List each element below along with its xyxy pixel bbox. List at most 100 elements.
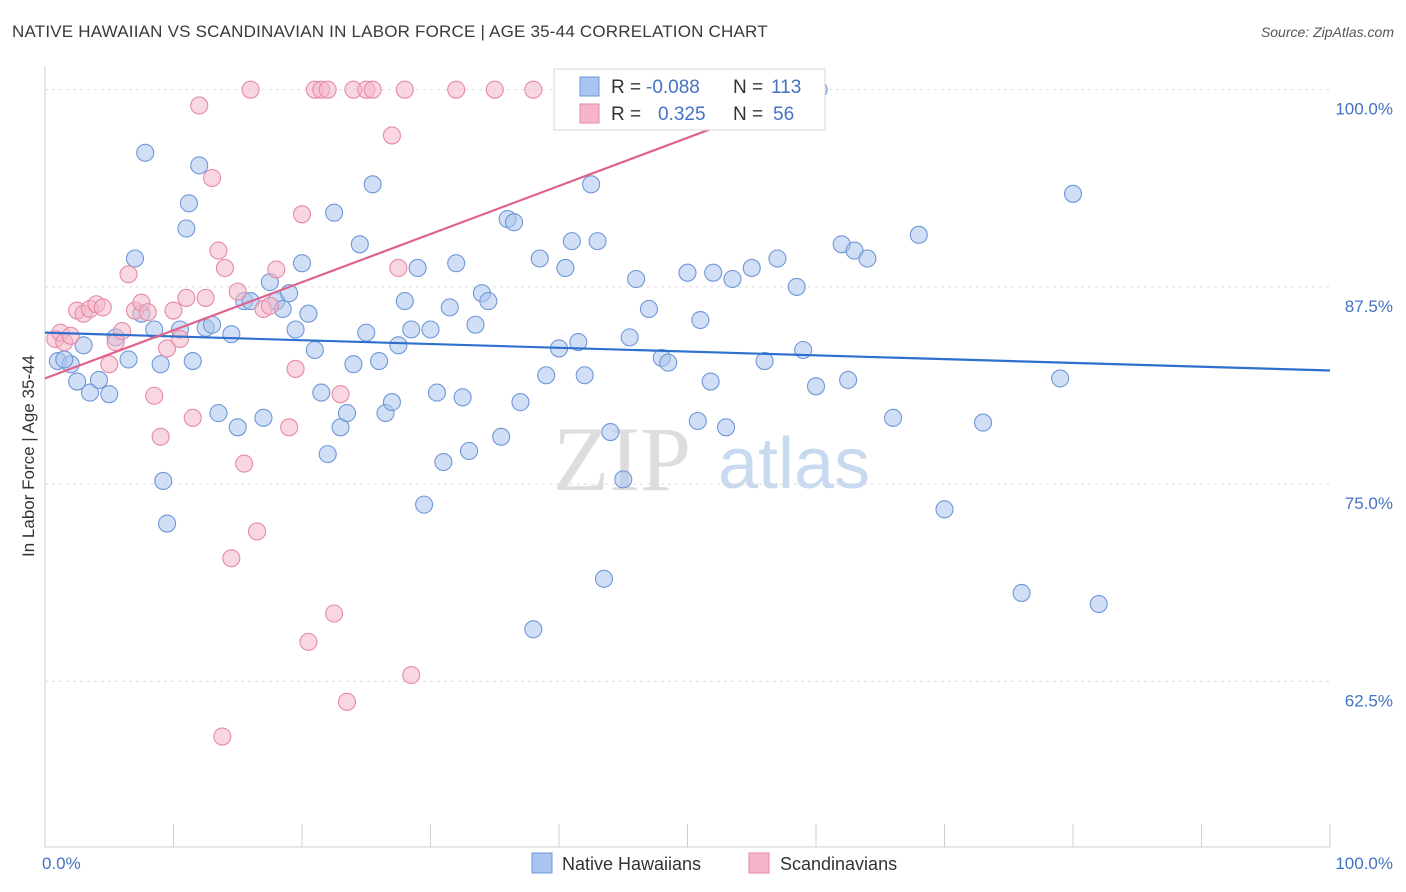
bottom-legend: Native Hawaiians Scandinavians [531, 852, 897, 874]
data-point [691, 310, 710, 330]
data-point [704, 263, 723, 282]
data-point [716, 418, 736, 437]
data-point [55, 350, 74, 369]
data-point [196, 288, 215, 307]
data-point [395, 292, 414, 311]
data-point [973, 413, 993, 432]
data-point [215, 258, 234, 278]
trend-line-native-hawaiians [44, 331, 1331, 372]
data-point [459, 441, 479, 461]
y-tick-label: 87.5% [1345, 297, 1393, 316]
data-point [562, 232, 581, 251]
data-point [235, 454, 254, 473]
data-point [136, 143, 155, 162]
data-point [190, 96, 209, 115]
x-tick-label-left: 0.0% [42, 854, 81, 873]
data-point [151, 427, 170, 446]
data-point [222, 325, 241, 344]
stats-n-label-1: N = [733, 77, 763, 98]
data-point [286, 359, 305, 378]
data-point [1051, 369, 1070, 388]
stats-n-value-2: 56 [773, 104, 794, 125]
data-point [395, 80, 414, 99]
data-point [305, 340, 324, 360]
stats-n-label-2: N = [733, 104, 763, 125]
data-point [575, 366, 594, 385]
data-point [357, 323, 376, 342]
data-point [299, 304, 318, 323]
y-axis-label: In Labor Force | Age 35-44 [19, 355, 38, 557]
data-point [408, 258, 427, 278]
data-point [466, 315, 485, 334]
data-point [434, 452, 453, 472]
legend-label-native-hawaiians: Native Hawaiians [562, 854, 701, 874]
data-point [260, 296, 279, 315]
data-point [1089, 594, 1108, 614]
data-point [331, 385, 350, 404]
series-native-hawaiians [48, 80, 1108, 639]
trend-lines [44, 88, 1331, 380]
data-point [402, 665, 421, 685]
data-point [370, 351, 389, 371]
data-point [100, 355, 119, 374]
watermark-atlas: atlas [718, 424, 870, 504]
data-point [151, 355, 170, 374]
data-point [337, 404, 357, 423]
data-point [768, 249, 787, 268]
data-point [569, 333, 588, 352]
data-point [213, 727, 232, 746]
grid-lines [45, 89, 1330, 682]
data-point [402, 320, 421, 339]
data-point [203, 168, 222, 188]
data-point [190, 156, 209, 175]
data-point [1063, 184, 1083, 203]
data-point [620, 328, 639, 347]
data-point [254, 408, 273, 427]
data-point [382, 393, 402, 412]
data-point [492, 427, 511, 446]
data-point [119, 265, 138, 284]
data-point [119, 350, 138, 369]
data-point [588, 232, 607, 251]
data-point [858, 249, 877, 268]
data-point [183, 351, 202, 371]
data-point [93, 298, 112, 317]
data-point [389, 258, 408, 278]
data-point [524, 80, 543, 99]
data-point [909, 225, 928, 244]
data-point [701, 372, 720, 391]
data-point [125, 249, 144, 268]
y-tick-label: 100.0% [1335, 100, 1393, 119]
legend-swatch-native-hawaiians [531, 852, 553, 874]
data-point [382, 126, 402, 145]
data-point [556, 258, 575, 278]
data-point [389, 336, 408, 355]
data-point [61, 326, 80, 345]
data-point [325, 203, 344, 222]
stats-legend: R = -0.088 N = 113 R = 0.325 N = 56 [553, 68, 826, 131]
data-point [222, 549, 241, 568]
data-point [183, 408, 202, 427]
stats-r-label-2: R = [611, 104, 641, 125]
data-point [228, 418, 247, 437]
data-point [688, 411, 707, 431]
data-point [447, 254, 466, 273]
data-point [179, 194, 198, 213]
data-point [723, 269, 742, 289]
data-point [806, 377, 826, 396]
data-point [447, 80, 466, 99]
watermark-zip: ZIP [553, 408, 691, 510]
stats-r-label-1: R = [611, 77, 641, 98]
data-point [594, 569, 614, 588]
stats-legend-swatch-blue [579, 76, 600, 97]
data-point [350, 235, 369, 254]
data-point [292, 205, 312, 224]
data-point [241, 80, 260, 99]
data-point [177, 288, 196, 307]
data-point [280, 418, 299, 437]
data-point [292, 254, 312, 273]
series-scandinavians [46, 80, 543, 746]
data-point [415, 495, 434, 514]
data-point [312, 383, 331, 402]
data-point [337, 692, 357, 711]
